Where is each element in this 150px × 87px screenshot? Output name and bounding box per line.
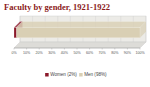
legend-swatch — [79, 73, 83, 77]
floor — [14, 42, 146, 48]
bar-top — [17, 21, 146, 27]
bar-side — [140, 21, 146, 37]
tick-label: 60% — [86, 51, 94, 55]
legend-label: Women (2%) — [50, 72, 77, 77]
tick-label: 40% — [61, 51, 69, 55]
tick-label: 20% — [36, 51, 44, 55]
bar — [17, 21, 146, 37]
tick-label: 10% — [23, 51, 31, 55]
tick-label: 80% — [111, 51, 119, 55]
bar-front — [17, 27, 140, 37]
tick-label: 70% — [99, 51, 107, 55]
tick-label: 100% — [135, 51, 145, 55]
tick-label: 0% — [11, 51, 17, 55]
chart: Faculty by gender, 1921-1922 0% 10% 20% 30% 4… — [0, 0, 150, 87]
bar-front — [14, 27, 17, 37]
chart-root: Faculty by gender, 1921-1922 0% 10% 20% 30% 4… — [0, 0, 150, 87]
legend-label: Men (98%) — [84, 72, 107, 77]
title: Faculty by gender, 1921-1922 — [4, 2, 110, 12]
tick-label: 90% — [124, 51, 132, 55]
tick-label: 30% — [48, 51, 56, 55]
legend-swatch — [45, 73, 49, 77]
bars — [14, 21, 146, 37]
x-axis — [14, 48, 140, 49]
tick-label: 50% — [73, 51, 81, 55]
